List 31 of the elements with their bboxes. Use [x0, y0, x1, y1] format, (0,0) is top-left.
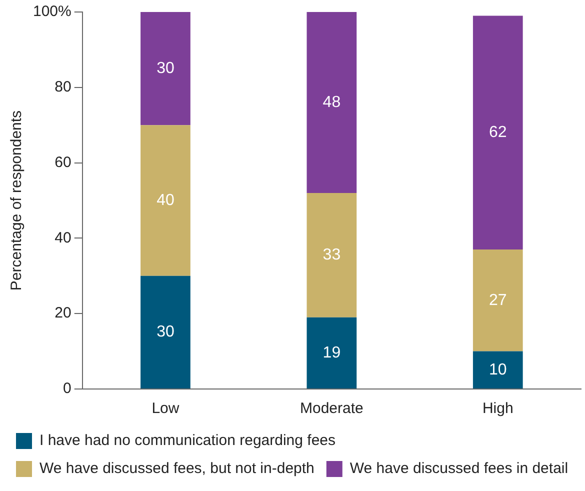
y-tick-label: 100%	[32, 3, 72, 20]
bar	[306, 192, 357, 318]
y-tick-label: 80	[54, 78, 72, 96]
data-label: 30	[156, 60, 174, 77]
legend-label: We have discussed fees in detail	[350, 460, 568, 478]
legend-label: I have had no communication regarding fees	[40, 432, 336, 450]
bar	[306, 317, 357, 388]
bar	[472, 16, 523, 250]
data-label: 62	[488, 124, 507, 142]
x-tick-label: Moderate	[300, 400, 364, 418]
y-tick-label: 0	[63, 380, 72, 398]
bar	[472, 250, 523, 352]
bar	[306, 12, 357, 193]
x-tick-label: Low	[152, 400, 180, 418]
data-label: 27	[488, 292, 507, 309]
bar	[472, 351, 523, 388]
bar	[140, 276, 190, 388]
data-label: 30	[156, 324, 174, 341]
y-axis-title: Percentage of respondents	[8, 110, 26, 291]
legend-label: We have discussed fees, but not in-depth	[40, 460, 314, 478]
y-tick-label: 40	[54, 229, 72, 246]
data-label: 10	[488, 361, 507, 378]
data-label: 33	[322, 246, 341, 264]
y-tick-label: 60	[54, 154, 72, 171]
bar	[140, 125, 190, 276]
data-label: 48	[322, 94, 341, 111]
y-tick-label: 20	[54, 304, 72, 322]
x-tick-label: High	[482, 400, 514, 418]
data-label: 19	[322, 344, 341, 362]
data-label: 40	[156, 192, 174, 209]
bar	[140, 12, 190, 126]
